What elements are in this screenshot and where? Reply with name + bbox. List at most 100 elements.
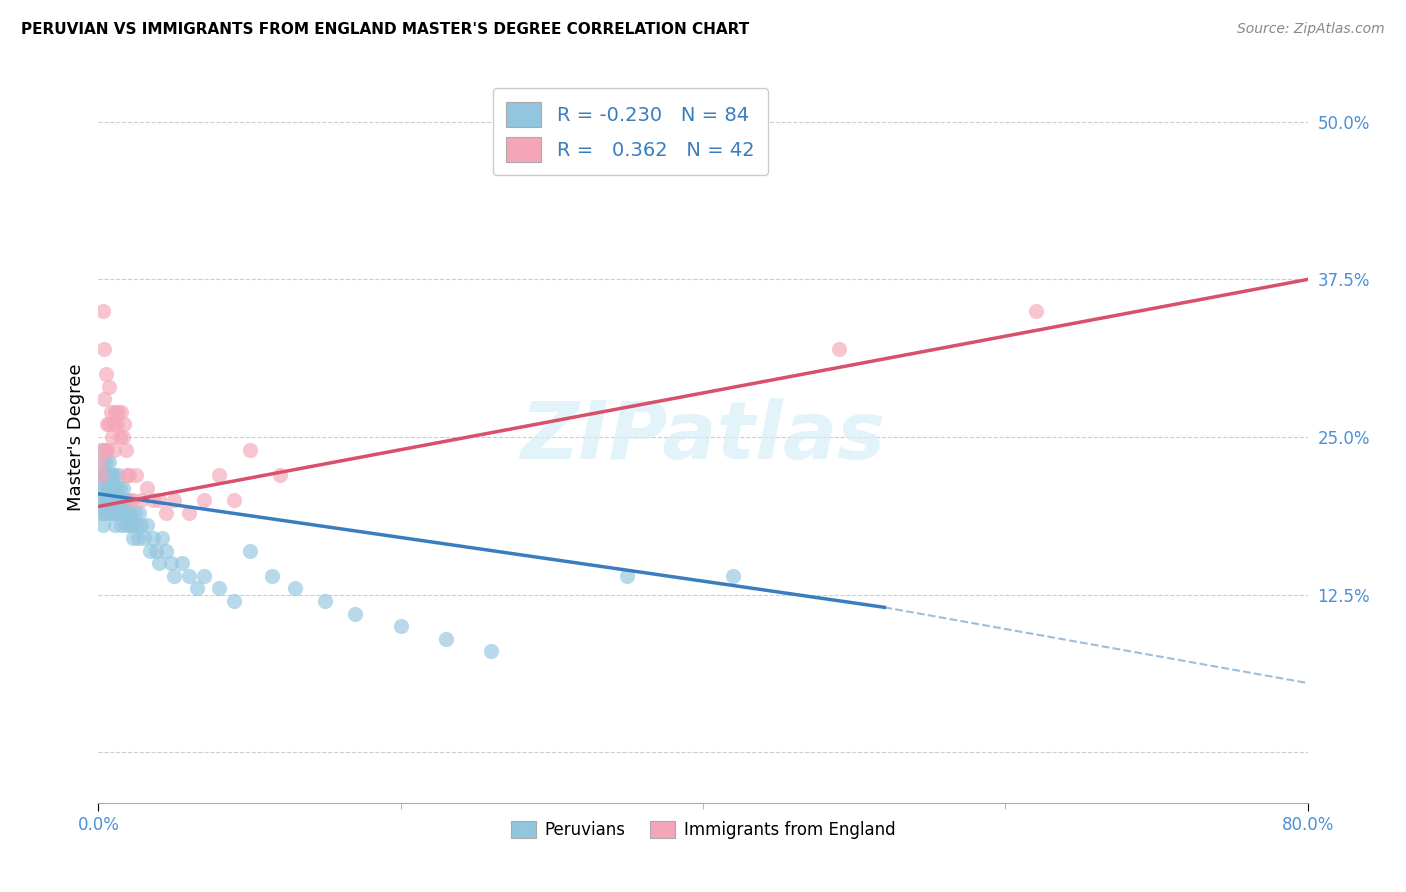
Point [145,543,167,558]
Point [170,556,193,570]
Point [103,506,125,520]
Point [128,506,150,520]
Point [93,392,115,407]
Point [108,481,131,495]
Point [98,417,121,432]
Point [90,467,112,482]
Point [193,569,215,583]
Point [118,467,141,482]
Point [94,493,117,508]
Point [112,506,135,520]
Point [108,506,131,520]
Point [155,543,177,558]
Text: ZIPatlas: ZIPatlas [520,398,886,476]
Point [118,493,141,508]
Point [135,518,157,533]
Point [112,493,135,508]
Point [314,594,336,608]
Point [239,442,262,457]
Point [93,467,115,482]
Point [105,481,128,495]
Point [118,518,141,533]
Point [90,442,112,457]
Legend: Peruvians, Immigrants from England: Peruvians, Immigrants from England [505,814,901,846]
Point [103,442,125,457]
Point [179,569,201,583]
Point [91,442,114,457]
Point [114,442,136,457]
Point [163,493,186,508]
Point [1024,304,1046,318]
Point [100,506,122,520]
Y-axis label: Master's Degree: Master's Degree [66,363,84,511]
Point [107,467,129,482]
Point [344,607,367,621]
Point [104,493,127,508]
Point [269,467,291,482]
Point [127,531,149,545]
Point [125,518,148,533]
Point [129,518,152,533]
Point [111,430,134,444]
Point [142,531,165,545]
Point [114,518,136,533]
Point [89,493,111,508]
Point [132,531,155,545]
Point [110,405,132,419]
Point [100,405,122,419]
Point [262,569,284,583]
Point [110,518,132,533]
Point [120,506,142,520]
Point [103,467,125,482]
Point [122,531,145,545]
Point [90,506,112,520]
Point [389,619,412,633]
Point [94,367,117,381]
Point [96,493,118,508]
Point [98,481,121,495]
Point [108,430,131,444]
Point [284,582,307,596]
Point [481,644,503,658]
Point [179,506,201,520]
Point [723,569,745,583]
Point [89,467,111,482]
Point [93,342,115,356]
Point [111,481,134,495]
Point [100,467,122,482]
Point [103,493,125,508]
Point [224,594,246,608]
Point [100,493,122,508]
Point [93,481,115,495]
Point [434,632,457,646]
Point [98,455,121,469]
Point [104,518,127,533]
Point [114,493,136,508]
Text: Source: ZipAtlas.com: Source: ZipAtlas.com [1237,22,1385,37]
Point [91,304,114,318]
Point [125,467,148,482]
Point [239,543,262,558]
Point [96,417,118,432]
Point [91,467,114,482]
Point [135,481,157,495]
Point [150,531,173,545]
Point [96,467,118,482]
Point [142,493,165,508]
Point [121,518,143,533]
Point [91,455,114,469]
Point [224,493,246,508]
Point [105,417,128,432]
Point [163,569,186,583]
Point [208,467,231,482]
Point [110,493,132,508]
Point [186,582,208,596]
Point [160,556,183,570]
Point [94,442,117,457]
Point [107,493,129,508]
Point [93,506,115,520]
Point [193,493,215,508]
Point [139,543,162,558]
Point [148,493,170,508]
Point [98,493,121,508]
